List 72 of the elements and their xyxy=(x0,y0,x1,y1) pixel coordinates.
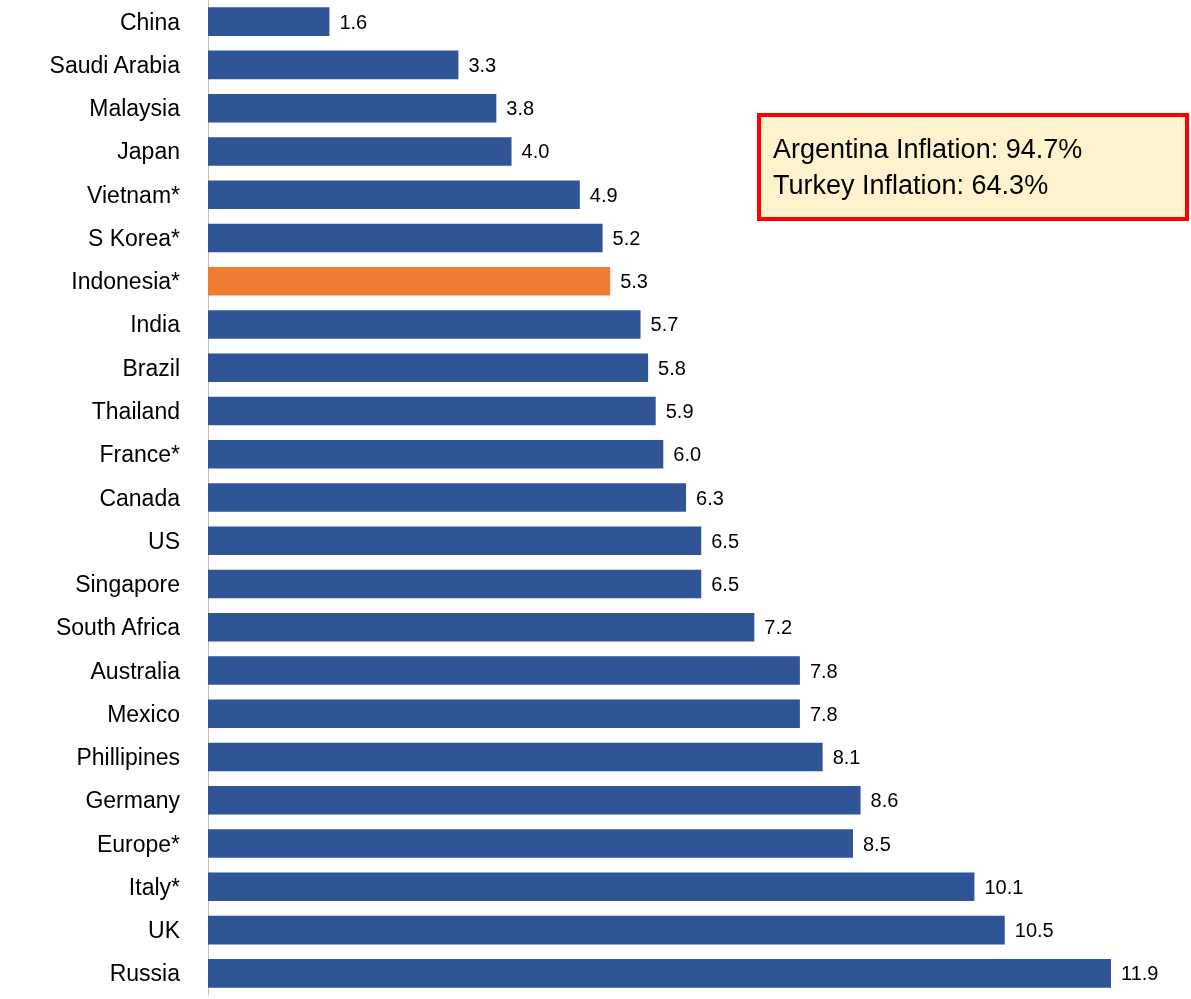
y-tick-label: France* xyxy=(99,441,181,468)
bar xyxy=(208,439,664,469)
data-label: 10.1 xyxy=(984,875,1024,898)
bar xyxy=(208,569,702,599)
annotation: Argentina Inflation: 94.7% xyxy=(773,133,1084,166)
bar xyxy=(208,483,687,512)
y-tick-label: Saudi Arabia xyxy=(49,51,181,78)
data-label: 8.1 xyxy=(832,746,861,769)
data-label: 7.8 xyxy=(809,659,838,682)
data-label: 5.9 xyxy=(665,399,694,422)
bar xyxy=(208,786,861,815)
data-label: 4.9 xyxy=(589,183,618,206)
bar xyxy=(208,396,656,426)
bar xyxy=(208,959,1111,988)
y-tick-label: S Korea* xyxy=(87,224,181,251)
y-tick-label: Japan xyxy=(117,138,180,165)
bar xyxy=(208,353,649,382)
bar xyxy=(208,180,580,209)
y-tick-label: Russia xyxy=(109,960,181,987)
y-tick-label: Germany xyxy=(85,787,181,814)
y-tick-label: Singapore xyxy=(75,571,180,598)
y-tick-label: Malaysia xyxy=(89,95,181,122)
note-box: Argentina Inflation: 94.7% Turkey Inflation: 64.3% xyxy=(757,113,1189,221)
bar xyxy=(208,137,512,166)
bar xyxy=(208,50,459,80)
y-tick-label: Mexico xyxy=(107,700,180,727)
bar xyxy=(208,310,641,339)
bar xyxy=(208,613,755,642)
data-label: 5.7 xyxy=(650,313,679,336)
y-tick-label: China xyxy=(119,8,181,35)
bar xyxy=(208,742,823,772)
data-label: 1.6 xyxy=(339,10,368,33)
data-label: 6.5 xyxy=(711,529,740,552)
data-label: 11.9 xyxy=(1121,962,1159,985)
data-label: 10.5 xyxy=(1014,919,1054,942)
bar xyxy=(208,526,702,556)
y-tick-label: Vietnam* xyxy=(87,181,181,208)
annotation: Turkey Inflation: 64.3% xyxy=(773,169,1050,202)
data-label: 3.3 xyxy=(468,53,497,76)
data-label: 8.5 xyxy=(863,832,891,855)
y-tick-label: Australia xyxy=(90,657,181,684)
data-label: 5.3 xyxy=(620,270,648,293)
data-label: 8.6 xyxy=(870,789,899,812)
y-tick-label: UK xyxy=(148,917,181,944)
y-tick-label: Phillipines xyxy=(76,744,180,771)
bar xyxy=(208,656,800,685)
y-tick-label: US xyxy=(148,527,180,554)
data-label: 6.0 xyxy=(673,443,702,466)
bar xyxy=(208,266,611,296)
bar xyxy=(208,93,497,123)
bar xyxy=(208,699,800,729)
data-label: 5.8 xyxy=(658,356,686,379)
y-tick-label: Brazil xyxy=(122,354,180,381)
data-label: 3.8 xyxy=(506,97,535,120)
bar xyxy=(208,829,853,858)
bar xyxy=(208,223,603,253)
data-label: 5.2 xyxy=(612,226,641,249)
y-tick-label: India xyxy=(130,311,181,338)
bar xyxy=(208,872,975,902)
data-label: 4.0 xyxy=(521,140,550,163)
bar xyxy=(208,915,1005,945)
data-label: 7.2 xyxy=(764,616,793,639)
bar xyxy=(208,7,330,36)
y-tick-label: Thailand xyxy=(91,397,180,424)
y-tick-label: Canada xyxy=(99,484,181,511)
y-tick-label: South Africa xyxy=(55,614,181,641)
y-tick-label: Italy* xyxy=(128,873,181,900)
data-label: 7.8 xyxy=(809,702,838,725)
y-tick-label: Europe* xyxy=(96,830,181,857)
y-tick-label: Indonesia* xyxy=(71,268,181,295)
data-label: 6.5 xyxy=(711,573,740,596)
data-label: 6.3 xyxy=(696,486,724,509)
